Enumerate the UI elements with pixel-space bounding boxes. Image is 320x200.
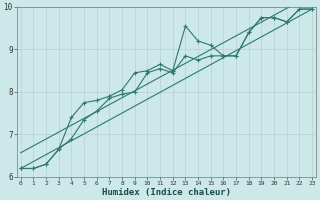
X-axis label: Humidex (Indice chaleur): Humidex (Indice chaleur) — [102, 188, 231, 197]
